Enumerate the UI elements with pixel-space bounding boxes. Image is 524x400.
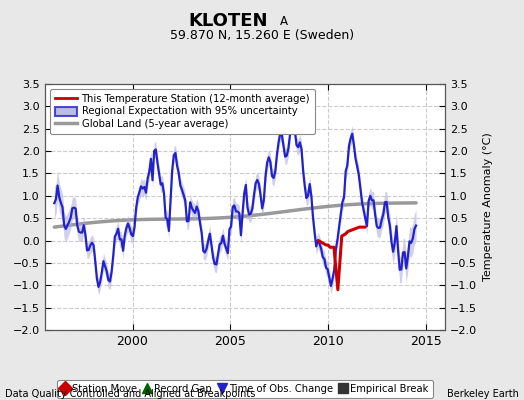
Legend: Station Move, Record Gap, Time of Obs. Change, Empirical Break: Station Move, Record Gap, Time of Obs. C… (57, 380, 433, 398)
Text: Berkeley Earth: Berkeley Earth (447, 389, 519, 399)
Text: A: A (280, 15, 288, 28)
Text: KLOTEN: KLOTEN (188, 12, 268, 30)
Text: 59.870 N, 15.260 E (Sweden): 59.870 N, 15.260 E (Sweden) (170, 29, 354, 42)
Text: Data Quality Controlled and Aligned at Breakpoints: Data Quality Controlled and Aligned at B… (5, 389, 256, 399)
Y-axis label: Temperature Anomaly (°C): Temperature Anomaly (°C) (483, 133, 493, 281)
